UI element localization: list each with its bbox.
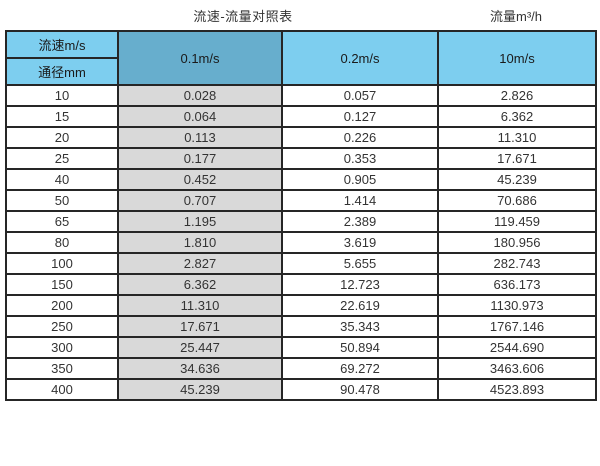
flow-conversion-table: 流速m/s 0.1m/s 0.2m/s 10m/s 通径mm 10 0.028 0.… xyxy=(5,30,597,401)
diameter-cell: 350 xyxy=(5,357,119,380)
flow-value-cell: 636.173 xyxy=(437,273,597,296)
diameter-cell: 40 xyxy=(5,168,119,191)
flow-value-cell: 45.239 xyxy=(117,378,283,401)
diameter-cell: 20 xyxy=(5,126,119,149)
flow-value-cell: 2.827 xyxy=(117,252,283,275)
flow-value-cell: 70.686 xyxy=(437,189,597,212)
header-row-top: 流速m/s 0.1m/s 0.2m/s 10m/s xyxy=(5,30,597,86)
corner-velocity-label: 流速m/s xyxy=(5,30,119,59)
flow-value-cell: 1767.146 xyxy=(437,315,597,338)
column-header-velocity-10: 10m/s xyxy=(437,30,597,86)
flow-value-cell: 34.636 xyxy=(117,357,283,380)
flow-value-cell: 1.195 xyxy=(117,210,283,233)
flow-value-cell: 1130.973 xyxy=(437,294,597,317)
flow-value-cell: 0.028 xyxy=(117,84,283,107)
flow-value-cell: 1.810 xyxy=(117,231,283,254)
table-row: 50 0.707 1.414 70.686 xyxy=(5,189,597,212)
flow-value-cell: 2.389 xyxy=(281,210,439,233)
column-header-velocity-0-2: 0.2m/s xyxy=(281,30,439,86)
diameter-cell: 250 xyxy=(5,315,119,338)
table-row: 25 0.177 0.353 17.671 xyxy=(5,147,597,170)
flow-unit-label: 流量m³/h xyxy=(489,9,542,24)
flow-value-cell: 11.310 xyxy=(117,294,283,317)
diameter-cell: 400 xyxy=(5,378,119,401)
flow-value-cell: 22.619 xyxy=(281,294,439,317)
table-row: 10 0.028 0.057 2.826 xyxy=(5,84,597,107)
table-row: 100 2.827 5.655 282.743 xyxy=(5,252,597,275)
diameter-cell: 80 xyxy=(5,231,119,254)
table-row: 80 1.810 3.619 180.956 xyxy=(5,231,597,254)
flow-value-cell: 119.459 xyxy=(437,210,597,233)
flow-value-cell: 3463.606 xyxy=(437,357,597,380)
flow-value-cell: 5.655 xyxy=(281,252,439,275)
flow-value-cell: 0.057 xyxy=(281,84,439,107)
flow-value-cell: 45.239 xyxy=(437,168,597,191)
flow-value-cell: 90.478 xyxy=(281,378,439,401)
header-row-bottom: 通径mm xyxy=(5,57,596,86)
column-header-velocity-0-1: 0.1m/s xyxy=(117,30,283,86)
table-row: 250 17.671 35.343 1767.146 xyxy=(5,315,597,338)
flow-value-cell: 0.452 xyxy=(117,168,283,191)
diameter-cell: 100 xyxy=(5,252,119,275)
flow-value-cell: 6.362 xyxy=(117,273,283,296)
flow-value-cell: 25.447 xyxy=(117,336,283,359)
flow-value-cell: 3.619 xyxy=(281,231,439,254)
flow-value-cell: 282.743 xyxy=(437,252,597,275)
flow-value-cell: 6.362 xyxy=(437,105,597,128)
table-title: 流速-流量对照表 xyxy=(193,9,293,24)
flow-value-cell: 2544.690 xyxy=(437,336,597,359)
flow-value-cell: 0.127 xyxy=(281,105,439,128)
flow-value-cell: 0.353 xyxy=(281,147,439,170)
flow-value-cell: 0.226 xyxy=(281,126,439,149)
diameter-cell: 10 xyxy=(5,84,119,107)
flow-value-cell: 180.956 xyxy=(437,231,597,254)
flow-value-cell: 2.826 xyxy=(437,84,597,107)
table-header: 流速m/s 0.1m/s 0.2m/s 10m/s 通径mm xyxy=(5,30,597,86)
table-row: 400 45.239 90.478 4523.893 xyxy=(5,378,597,401)
flow-value-cell: 69.272 xyxy=(281,357,439,380)
table-row: 15 0.064 0.127 6.362 xyxy=(5,105,597,128)
flow-value-cell: 0.707 xyxy=(117,189,283,212)
diameter-cell: 25 xyxy=(5,147,119,170)
flow-value-cell: 35.343 xyxy=(281,315,439,338)
table-row: 40 0.452 0.905 45.239 xyxy=(5,168,597,191)
flow-value-cell: 17.671 xyxy=(117,315,283,338)
flow-value-cell: 1.414 xyxy=(281,189,439,212)
flow-value-cell: 0.905 xyxy=(281,168,439,191)
flow-value-cell: 4523.893 xyxy=(437,378,597,401)
flow-value-cell: 0.177 xyxy=(117,147,283,170)
flow-value-cell: 12.723 xyxy=(281,273,439,296)
diameter-cell: 150 xyxy=(5,273,119,296)
table-row: 350 34.636 69.272 3463.606 xyxy=(5,357,597,380)
diameter-cell: 65 xyxy=(5,210,119,233)
flow-value-cell: 0.064 xyxy=(117,105,283,128)
diameter-cell: 15 xyxy=(5,105,119,128)
table-body: 10 0.028 0.057 2.826 15 0.064 0.127 6.362 20 0.11… xyxy=(5,84,597,401)
flow-value-cell: 11.310 xyxy=(437,126,597,149)
table-row: 200 11.310 22.619 1130.973 xyxy=(5,294,597,317)
diameter-cell: 300 xyxy=(5,336,119,359)
table-row: 20 0.113 0.226 11.310 xyxy=(5,126,597,149)
diameter-cell: 200 xyxy=(5,294,119,317)
diameter-cell: 50 xyxy=(5,189,119,212)
flow-value-cell: 50.894 xyxy=(281,336,439,359)
table-row: 150 6.362 12.723 636.173 xyxy=(5,273,597,296)
flow-value-cell: 0.113 xyxy=(117,126,283,149)
flow-value-cell: 17.671 xyxy=(437,147,597,170)
table-row: 300 25.447 50.894 2544.690 xyxy=(5,336,597,359)
corner-diameter-label: 通径mm xyxy=(5,57,119,86)
table-row: 65 1.195 2.389 119.459 xyxy=(5,210,597,233)
